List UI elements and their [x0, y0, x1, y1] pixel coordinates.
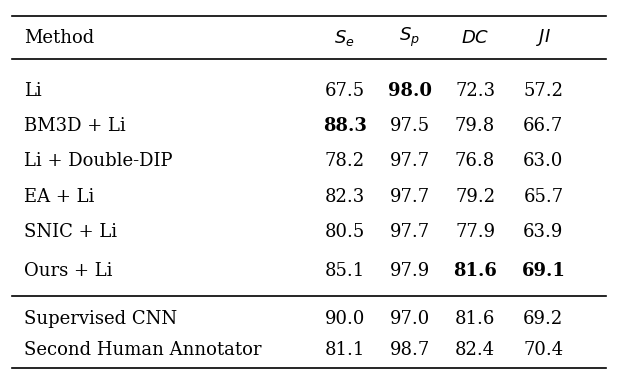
Text: 98.0: 98.0 [388, 82, 432, 100]
Text: 97.7: 97.7 [390, 152, 430, 170]
Text: SNIC + Li: SNIC + Li [24, 223, 117, 241]
Text: 97.9: 97.9 [390, 262, 430, 280]
Text: Second Human Annotator: Second Human Annotator [24, 341, 262, 359]
Text: 79.2: 79.2 [455, 188, 495, 206]
Text: 79.8: 79.8 [455, 117, 495, 135]
Text: 85.1: 85.1 [324, 262, 365, 280]
Text: 97.7: 97.7 [390, 223, 430, 241]
Text: $DC$: $DC$ [461, 28, 489, 47]
Text: 88.3: 88.3 [323, 117, 366, 135]
Text: $S_e$: $S_e$ [334, 28, 355, 48]
Text: 97.7: 97.7 [390, 188, 430, 206]
Text: 63.0: 63.0 [523, 152, 564, 170]
Text: 78.2: 78.2 [324, 152, 365, 170]
Text: $S_p$: $S_p$ [399, 26, 420, 49]
Text: 77.9: 77.9 [455, 223, 495, 241]
Text: 67.5: 67.5 [324, 82, 365, 100]
Text: 65.7: 65.7 [523, 188, 564, 206]
Text: 81.6: 81.6 [453, 262, 497, 280]
Text: 69.2: 69.2 [523, 310, 564, 328]
Text: 66.7: 66.7 [523, 117, 564, 135]
Text: 97.5: 97.5 [390, 117, 430, 135]
Text: Li: Li [24, 82, 42, 100]
Text: 82.4: 82.4 [455, 341, 495, 359]
Text: $JI$: $JI$ [536, 27, 551, 48]
Text: 76.8: 76.8 [455, 152, 495, 170]
Text: BM3D + Li: BM3D + Li [24, 117, 126, 135]
Text: 82.3: 82.3 [324, 188, 365, 206]
Text: Supervised CNN: Supervised CNN [24, 310, 177, 328]
Text: Method: Method [24, 28, 95, 47]
Text: 72.3: 72.3 [455, 82, 495, 100]
Text: 70.4: 70.4 [523, 341, 564, 359]
Text: EA + Li: EA + Li [24, 188, 95, 206]
Text: 81.1: 81.1 [324, 341, 365, 359]
Text: 57.2: 57.2 [523, 82, 564, 100]
Text: 90.0: 90.0 [324, 310, 365, 328]
Text: Li + Double-DIP: Li + Double-DIP [24, 152, 172, 170]
Text: 69.1: 69.1 [522, 262, 565, 280]
Text: 80.5: 80.5 [324, 223, 365, 241]
Text: 98.7: 98.7 [390, 341, 430, 359]
Text: 81.6: 81.6 [455, 310, 495, 328]
Text: 97.0: 97.0 [390, 310, 430, 328]
Text: Ours + Li: Ours + Li [24, 262, 112, 280]
Text: 63.9: 63.9 [523, 223, 564, 241]
